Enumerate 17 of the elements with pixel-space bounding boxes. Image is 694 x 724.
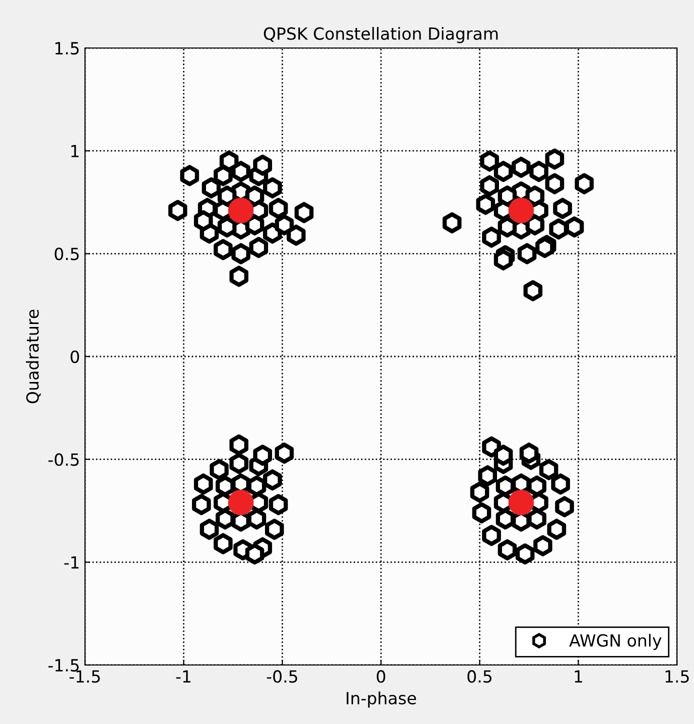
x-tick-label: -1 xyxy=(176,670,190,683)
x-tick-label: 0 xyxy=(376,670,386,683)
x-tick-label: 0.5 xyxy=(468,670,492,683)
y-tick-label: -0.5 xyxy=(48,453,79,466)
legend-label: AWGN only xyxy=(569,634,662,650)
x-tick-label: -0.5 xyxy=(266,670,298,683)
x-tick-label: 1.5 xyxy=(666,670,689,683)
chart-title: QPSK Constellation Diagram xyxy=(264,27,498,44)
y-tick-label: 0.5 xyxy=(54,248,79,260)
y-tick-label: 1.5 xyxy=(55,42,79,55)
x-axis-title: In-phase xyxy=(346,692,416,708)
y-tick-label: 1 xyxy=(71,145,79,158)
y-tick-label: -1 xyxy=(64,556,79,568)
x-tick-label: 1 xyxy=(574,670,582,683)
y-tick-label: 0 xyxy=(70,350,80,364)
y-axis-title: Quadrature xyxy=(26,310,41,404)
y-tick-label: -1.5 xyxy=(48,659,79,672)
